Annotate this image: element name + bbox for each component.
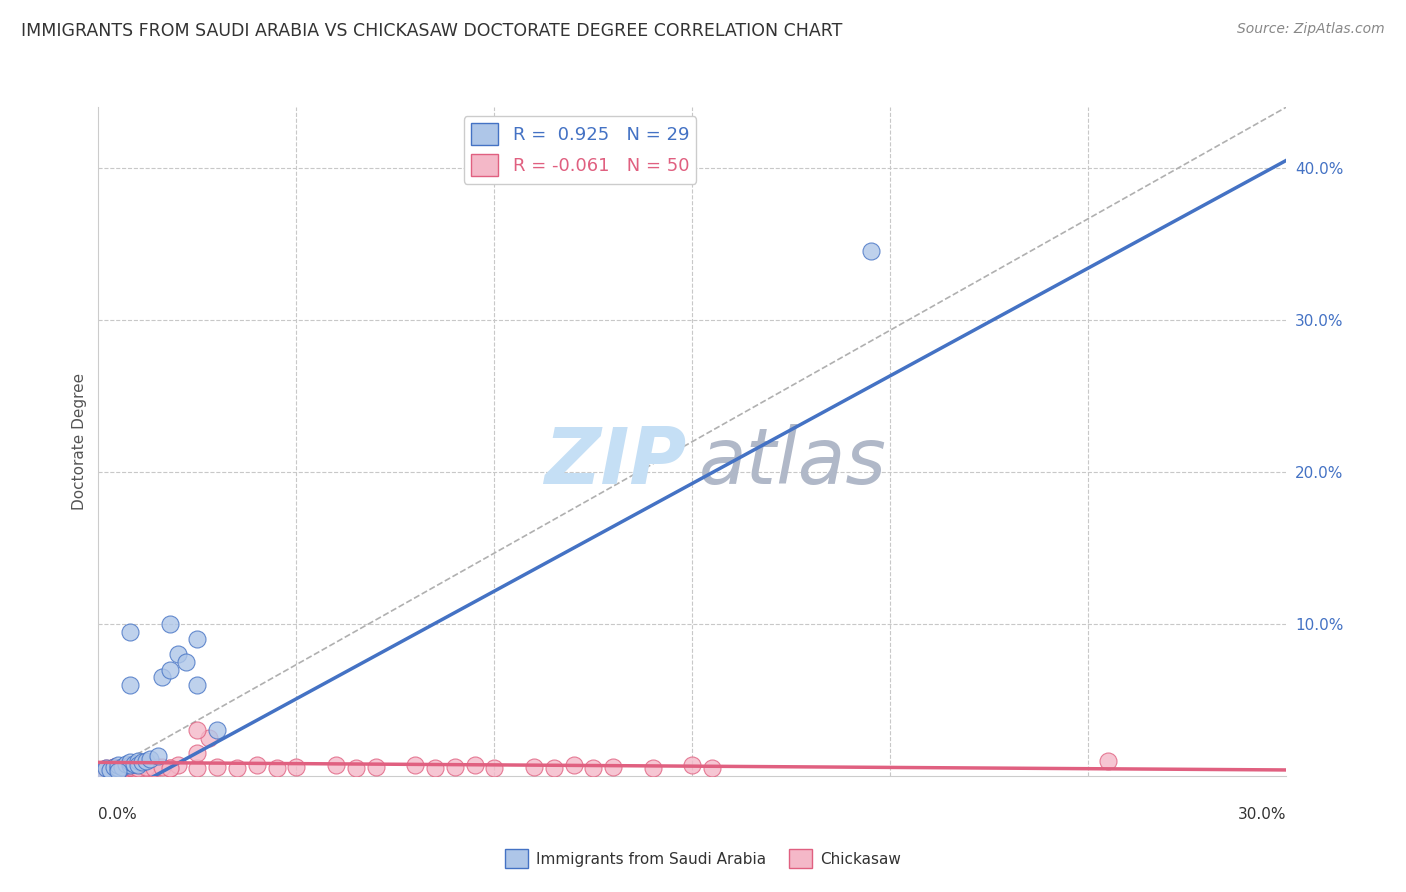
Point — [107, 764, 129, 779]
Point — [464, 758, 486, 772]
Y-axis label: Doctorate Degree: Doctorate Degree — [72, 373, 87, 510]
Point — [859, 244, 882, 259]
Text: 30.0%: 30.0% — [1239, 807, 1286, 822]
Point — [135, 761, 157, 775]
Point — [98, 763, 121, 777]
Point — [159, 663, 181, 677]
Point — [98, 763, 121, 777]
Point — [115, 756, 138, 771]
Point — [127, 754, 149, 768]
Point — [120, 760, 142, 774]
Point — [107, 761, 129, 775]
Point — [135, 754, 157, 768]
Point — [174, 655, 197, 669]
Point — [1097, 754, 1119, 768]
Point — [207, 760, 229, 774]
Legend: R =  0.925   N = 29, R = -0.061   N = 50: R = 0.925 N = 29, R = -0.061 N = 50 — [464, 116, 696, 184]
Point — [98, 763, 121, 777]
Point — [103, 760, 125, 774]
Point — [186, 632, 208, 647]
Point — [285, 760, 308, 774]
Point — [127, 761, 149, 775]
Point — [186, 678, 208, 692]
Point — [127, 758, 149, 772]
Point — [127, 758, 149, 772]
Point — [139, 752, 162, 766]
Point — [484, 761, 506, 775]
Point — [120, 678, 142, 692]
Point — [150, 760, 173, 774]
Point — [120, 758, 142, 772]
Point — [159, 617, 181, 632]
Point — [404, 758, 426, 772]
Point — [602, 760, 624, 774]
Point — [364, 760, 387, 774]
Point — [146, 760, 169, 774]
Point — [131, 756, 153, 770]
Point — [120, 624, 142, 639]
Point — [166, 648, 188, 662]
Point — [146, 749, 169, 764]
Point — [122, 761, 145, 775]
Point — [120, 760, 142, 774]
Point — [423, 761, 446, 775]
Point — [166, 758, 188, 772]
Point — [103, 760, 125, 774]
Point — [91, 764, 114, 779]
Point — [266, 761, 288, 775]
Point — [96, 761, 118, 775]
Text: atlas: atlas — [699, 424, 886, 500]
Point — [103, 760, 125, 774]
Point — [96, 761, 118, 775]
Point — [111, 760, 134, 774]
Text: 0.0%: 0.0% — [98, 807, 138, 822]
Point — [562, 758, 585, 772]
Point — [111, 761, 134, 775]
Point — [91, 764, 114, 779]
Point — [186, 723, 208, 738]
Point — [159, 761, 181, 775]
Point — [120, 758, 142, 772]
Point — [107, 761, 129, 775]
Point — [122, 756, 145, 771]
Point — [207, 723, 229, 738]
Point — [150, 670, 173, 684]
Point — [682, 758, 704, 772]
Point — [111, 763, 134, 777]
Point — [115, 761, 138, 775]
Text: IMMIGRANTS FROM SAUDI ARABIA VS CHICKASAW DOCTORATE DEGREE CORRELATION CHART: IMMIGRANTS FROM SAUDI ARABIA VS CHICKASA… — [21, 22, 842, 40]
Point — [344, 761, 367, 775]
Point — [186, 746, 208, 760]
Legend: Immigrants from Saudi Arabia, Chickasaw: Immigrants from Saudi Arabia, Chickasaw — [499, 843, 907, 874]
Point — [702, 761, 724, 775]
Point — [444, 760, 467, 774]
Point — [159, 761, 181, 775]
Text: ZIP: ZIP — [544, 424, 686, 500]
Text: Source: ZipAtlas.com: Source: ZipAtlas.com — [1237, 22, 1385, 37]
Point — [246, 758, 269, 772]
Point — [641, 761, 664, 775]
Point — [142, 761, 165, 775]
Point — [135, 760, 157, 774]
Point — [582, 761, 605, 775]
Point — [226, 761, 249, 775]
Point — [543, 761, 565, 775]
Point — [107, 758, 129, 772]
Point — [198, 731, 221, 745]
Point — [325, 758, 347, 772]
Point — [120, 756, 142, 770]
Point — [523, 760, 546, 774]
Point — [186, 761, 208, 775]
